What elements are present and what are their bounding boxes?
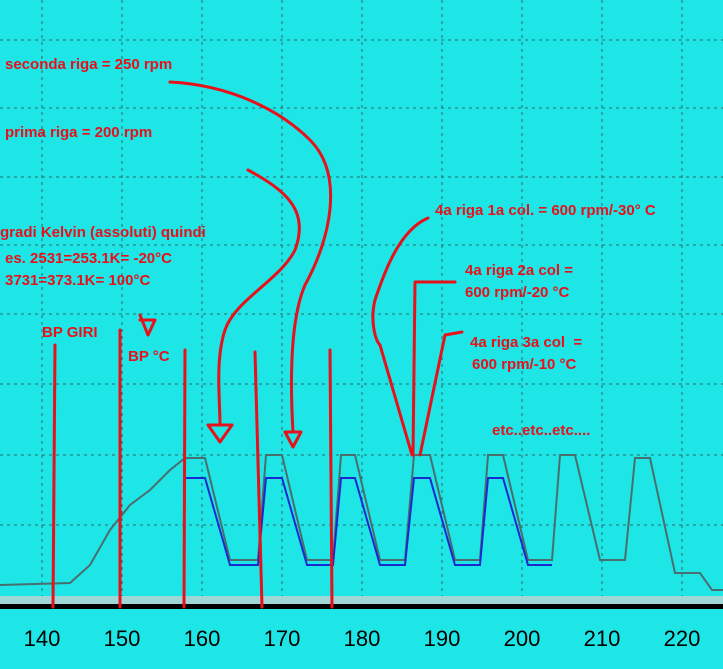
- annotations: seconda riga = 250 rpm prima riga = 200 r…: [0, 56, 656, 439]
- x-tick-label: 210: [584, 626, 621, 651]
- annotation: prima riga = 200 rpm: [5, 124, 152, 141]
- x-tick-label: 180: [344, 626, 381, 651]
- annotation: etc..etc..etc....: [492, 422, 590, 439]
- annotation: BP °C: [128, 348, 170, 365]
- annotation: seconda riga = 250 rpm: [5, 56, 172, 73]
- axis-line: [0, 604, 723, 609]
- x-tick-label: 170: [264, 626, 301, 651]
- annotation: gradi Kelvin (assoluti) quindi: [0, 224, 206, 241]
- annotation: es. 2531=253.1K= -20°C: [5, 250, 172, 267]
- x-tick-label: 200: [504, 626, 541, 651]
- annotation: BP GIRI: [42, 324, 98, 341]
- x-axis: 140 150 160 170 180 190 200 210 220: [24, 626, 701, 651]
- x-tick-label: 190: [424, 626, 461, 651]
- annotation: 4a riga 1a col. = 600 rpm/-30° C: [435, 202, 656, 219]
- annotation: 4a riga 2a col =: [465, 262, 573, 279]
- red-marks: [51, 80, 464, 609]
- axis-band: [0, 596, 723, 604]
- annotation: 4a riga 3a col =: [470, 334, 582, 351]
- x-tick-label: 160: [184, 626, 221, 651]
- grid: [0, 0, 723, 600]
- x-tick-label: 220: [664, 626, 701, 651]
- annotation: 3731=373.1K= 100°C: [5, 272, 150, 289]
- x-tick-label: 140: [24, 626, 61, 651]
- annotation: 600 rpm/-20 °C: [465, 284, 570, 301]
- x-tick-label: 150: [104, 626, 141, 651]
- annotation: 600 rpm/-10 °C: [472, 356, 577, 373]
